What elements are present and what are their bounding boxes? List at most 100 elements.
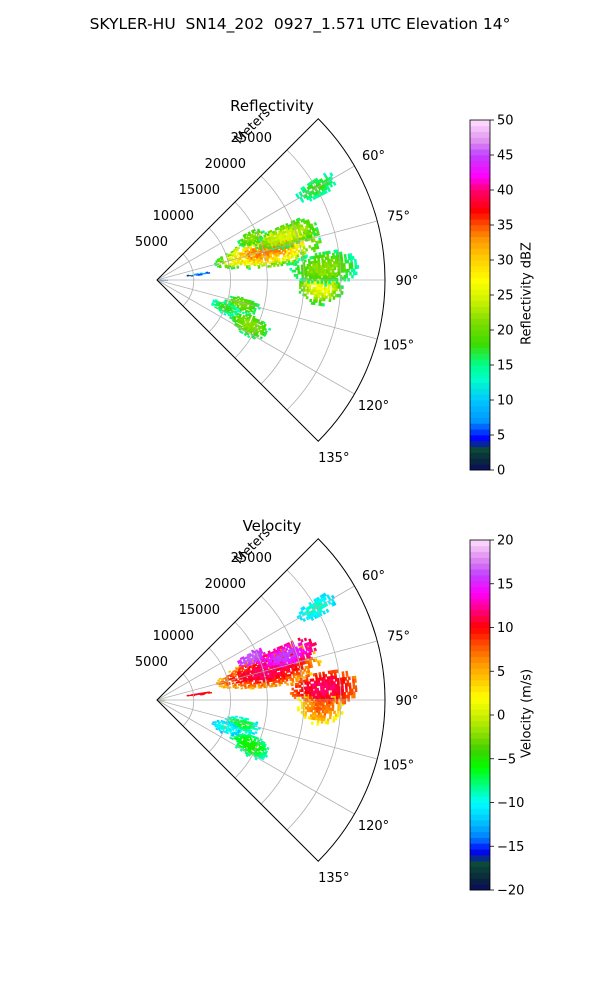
- echo-gate: [331, 707, 335, 712]
- echo-gate: [337, 708, 340, 712]
- echo-gate: [232, 310, 236, 314]
- echo-gate: [291, 687, 295, 691]
- range-tick-label: 20000: [205, 157, 246, 172]
- echo-gate: [311, 280, 314, 284]
- azimuth-tick-label: 75°: [387, 209, 410, 224]
- echo-gate: [303, 259, 307, 263]
- colorbar-segment: [470, 283, 490, 290]
- echo-gate: [287, 669, 291, 673]
- echo-gate: [353, 694, 356, 699]
- echo-gate: [317, 262, 321, 267]
- echo-gate: [274, 684, 278, 687]
- echo-gate: [234, 250, 238, 254]
- echo-gate: [228, 311, 232, 315]
- echo-gate: [281, 246, 285, 250]
- echo-region: [229, 311, 272, 340]
- colorbar-segment: [470, 586, 490, 593]
- echo-gate: [336, 710, 340, 715]
- echo-gate: [243, 307, 247, 311]
- echo-region: [236, 228, 266, 248]
- colorbar-segment: [470, 446, 490, 453]
- echo-gate: [238, 327, 242, 331]
- colorbar-tick-label: −20: [497, 884, 524, 899]
- echo-gate: [280, 251, 284, 255]
- echo-gate: [309, 234, 313, 238]
- colorbar-tick-label: −15: [497, 840, 524, 855]
- echo-gate: [297, 708, 300, 712]
- echo-gate: [298, 290, 302, 294]
- echo-gate: [290, 244, 294, 248]
- echo-gate: [350, 262, 354, 267]
- azimuth-gridline: [156, 165, 355, 281]
- colorbar-segment: [470, 697, 490, 704]
- colorbar-segment: [470, 125, 490, 133]
- colorbar-segment: [470, 295, 490, 302]
- echo-gate: [345, 271, 348, 276]
- echo-gate: [323, 292, 327, 297]
- echo-gate: [308, 229, 312, 234]
- colorbar-segment: [470, 440, 490, 448]
- echo-gate: [317, 662, 321, 667]
- echo-gate: [261, 230, 266, 234]
- echo-gate: [296, 195, 301, 200]
- echo-gate: [263, 263, 266, 267]
- colorbar-segment: [470, 662, 490, 669]
- echo-gate: [324, 283, 327, 287]
- echo-gate: [337, 272, 341, 276]
- colorbar-segment: [470, 814, 490, 821]
- echo-gate: [297, 697, 300, 701]
- echo-gate: [323, 712, 327, 717]
- echo-gate: [223, 313, 227, 316]
- echo-gate: [349, 253, 353, 258]
- echo-gate: [318, 252, 322, 256]
- echo-gate: [248, 243, 252, 247]
- azimuth-tick-label: 75°: [387, 629, 410, 644]
- echo-gate: [324, 673, 328, 678]
- echo-gate: [240, 330, 244, 335]
- colorbar-segment: [470, 691, 490, 698]
- echo-gate: [305, 296, 309, 300]
- echo-gate: [300, 666, 304, 671]
- azimuth-tick-label: 60°: [362, 149, 385, 164]
- echo-gate: [343, 700, 347, 705]
- echo-gate: [324, 186, 329, 191]
- echo-gate: [309, 180, 314, 186]
- echo-gate: [214, 304, 218, 307]
- echo-gate: [304, 701, 308, 705]
- echo-gate: [322, 190, 327, 195]
- echo-gate: [326, 256, 330, 260]
- echo-gate: [283, 256, 287, 260]
- echo-gate: [278, 683, 282, 687]
- echo-gate: [327, 284, 331, 289]
- colorbar-segment: [470, 790, 490, 798]
- echo-gate: [224, 686, 228, 689]
- sector-frame: [156, 118, 386, 442]
- azimuth-gridline: [156, 279, 355, 395]
- echo-gate: [293, 269, 297, 273]
- echo-gate: [316, 245, 320, 250]
- echo-gate: [348, 685, 352, 690]
- echo-gate: [328, 295, 332, 300]
- echo-gate: [188, 274, 192, 277]
- colorbar-segment: [470, 405, 490, 413]
- colorbar-segment: [470, 370, 490, 378]
- echo-gate: [333, 681, 336, 685]
- echo-gate: [283, 680, 287, 684]
- colorbar-segment: [470, 149, 490, 156]
- echo-gate: [320, 270, 323, 274]
- echo-gate: [312, 301, 316, 306]
- echo-gate: [329, 175, 334, 181]
- echo-gate: [306, 683, 310, 688]
- echo-gate: [234, 678, 238, 682]
- echo-gate: [308, 688, 312, 692]
- echo-gate: [308, 185, 313, 190]
- echo-gate: [317, 193, 321, 198]
- echo-gate: [251, 687, 255, 690]
- colorbar-segment: [470, 160, 490, 168]
- echo-gate: [308, 681, 311, 685]
- echo-gate: [341, 689, 345, 693]
- echo-gate: [354, 271, 358, 276]
- echo-gate: [230, 311, 234, 314]
- echo-gate: [316, 719, 320, 724]
- echo-gate: [327, 187, 332, 193]
